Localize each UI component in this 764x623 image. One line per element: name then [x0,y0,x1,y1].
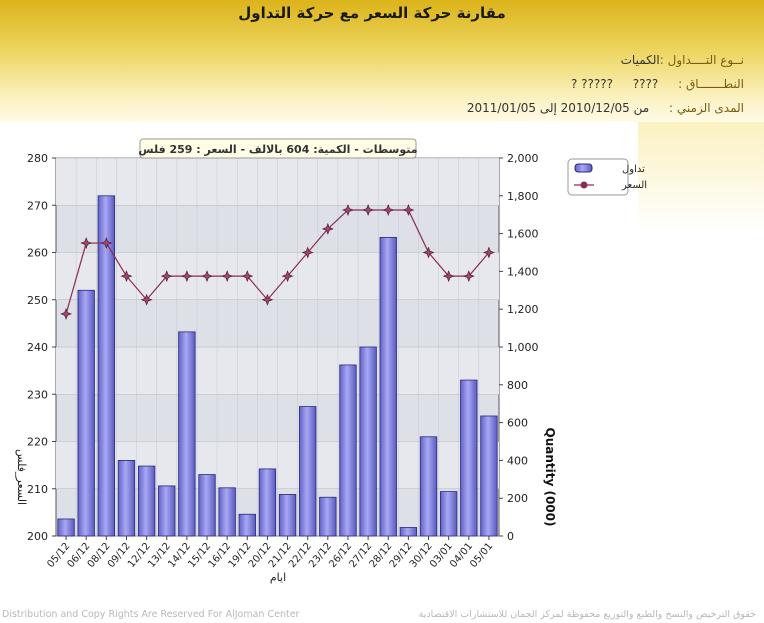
legend-line-marker [580,181,588,189]
price-line [60,204,495,320]
trade-type-value: الكميات [620,53,660,67]
volume-bar [198,474,216,537]
price-point [80,237,93,250]
left-tick-label: 250 [27,294,48,307]
left-tick-label: 270 [27,199,48,212]
price-point [482,246,495,259]
price-line-path [65,209,490,315]
volume-bar [460,379,478,537]
price-point [382,204,395,216]
volume-bar [158,485,176,537]
right-tick-label: 400 [507,454,528,467]
header-band [0,0,764,122]
volume-bar [258,468,277,537]
price-point [402,204,415,216]
price-volume-chart: 280 270 260 250 240 230 220 210 200 2,000 1,800 1,… [15,138,647,584]
price-point [221,270,234,283]
right-axis-label: Quantity (000) [543,428,557,527]
volume-bar [359,346,377,537]
price-point [442,270,455,283]
page-title: مقارنة حركة السعر مع حركة التداول [238,4,506,22]
volume-bar [238,513,256,537]
right-tick-label: 1,600 [507,228,539,241]
price-point [261,293,274,306]
volume-bar [480,415,498,537]
volume-bar [137,465,156,537]
price-point [462,270,475,283]
left-tick-label: 230 [27,388,48,401]
right-tick-label: 1,200 [507,303,539,316]
price-point [241,270,254,283]
price-point [140,293,153,306]
volume-bar [379,236,397,537]
legend-bar-label: تداول [622,164,645,175]
price-point [342,204,354,216]
footer-copyright-ar: حقوق الترخيص والنسخ والطبع والتوزيع محفو… [418,609,756,620]
price-point [362,204,375,216]
x-axis-label: ايام [270,571,286,584]
sector-label: النطـــــــاق : [678,77,744,91]
header-fade [638,122,764,232]
sector-value-1: ???? [632,77,659,91]
volume-bar [77,289,95,537]
left-tick-label: 210 [27,483,48,496]
left-tick-label: 220 [27,436,48,449]
legend-line-label: السعر [621,180,647,191]
price-point [160,270,173,283]
volume-bar [419,436,438,537]
legend: تداول السعر [567,158,647,196]
x-tick-label: 05/01 [468,541,495,570]
volume-bar [339,364,357,537]
sector-line: النطـــــــاق : ???? ????? ? [571,77,744,91]
price-point [422,246,435,259]
sector-value-2: ????? ? [570,77,613,91]
period-line: المدى الزمني : من 2010/12/05 إلى 2011/01… [467,101,744,115]
trade-type-label: نــوع التــــداول : [659,53,744,67]
volume-bar [319,496,337,537]
volume-bar [278,494,297,537]
volume-bar [299,406,317,537]
price-point [301,246,314,259]
left-tick-label: 260 [27,247,48,260]
volume-bar [399,527,418,537]
right-tick-label: 1,400 [507,265,539,278]
left-axis-ticks: 280 270 260 250 240 230 220 210 200 [27,152,56,543]
volume-bar [117,459,136,537]
right-tick-label: 800 [507,379,528,392]
trade-type-line: نــوع التــــداول :الكميات [621,53,744,67]
period-label: المدى الزمني : [669,101,744,115]
left-tick-label: 240 [27,341,48,354]
price-point [281,270,294,283]
right-tick-label: 0 [507,530,514,543]
volume-bar [440,491,458,537]
summary-text: متوسطات - الكمية: 604 بالالف - السعر : 2… [138,143,417,156]
price-point [180,270,193,283]
right-tick-label: 1,000 [507,341,539,354]
legend-bar-swatch [574,163,593,173]
left-tick-label: 280 [27,152,48,165]
left-axis-label: السعر_فلس [15,449,28,505]
right-tick-label: 2,000 [507,152,539,165]
right-axis-ticks: 2,000 1,800 1,600 1,400 1,200 1,000 800 600 400 2… [499,152,539,543]
price-point [321,222,334,235]
period-value: من 2010/12/05 إلى 2011/01/05 [466,101,650,115]
right-tick-label: 1,800 [507,190,539,203]
volume-bar [57,518,75,537]
x-axis-ticks: 05/1206/1208/1209/1212/1213/1214/1215/12… [45,536,495,570]
footer-copyright-en: Distribution and Copy Rights Are Reserve… [2,609,300,620]
right-tick-label: 600 [507,417,528,430]
volume-bar [218,487,236,537]
price-point [120,270,133,283]
price-point [201,270,213,283]
price-point [60,307,73,320]
summary-box: متوسطات - الكمية: 604 بالالف - السعر : 2… [138,138,418,159]
price-point [100,237,113,250]
right-tick-label: 200 [507,492,528,505]
left-tick-label: 200 [27,530,48,543]
volume-bar [178,331,196,537]
